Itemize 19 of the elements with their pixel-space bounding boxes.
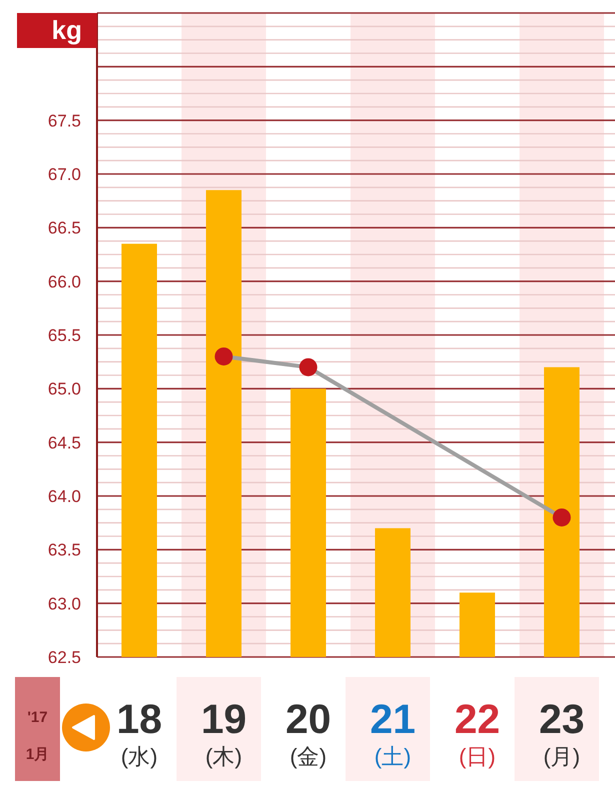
x-tick-label: 21 (土) [370,696,416,769]
y-tick-label: 64.0 [48,486,81,506]
y-tick-label: 62.5 [48,648,81,667]
x-tick-label: 18 (水) [116,696,162,769]
y-tick-label: 67.0 [48,164,81,184]
y-tick-label: 65.5 [48,326,81,345]
y-tick-label: 66.5 [48,218,81,238]
y-axis-title: kg [52,15,82,45]
y-tick-label: 64.5 [48,433,81,452]
x-tick-label: 23 (月) [538,696,585,769]
x-tick-label: 19 (木) [200,696,247,769]
y-tick-label: 63.5 [48,540,81,560]
y-tick-label: 66.0 [48,272,81,292]
text: '17 1月 [26,709,50,763]
y-tick-label: 65.0 [48,380,81,399]
x-tick-label: 22 (日) [454,696,500,769]
x-tick-label: 20 (金) [285,696,332,769]
y-tick-label: 63.0 [48,594,81,614]
y-tick-label: 67.5 [48,111,81,130]
